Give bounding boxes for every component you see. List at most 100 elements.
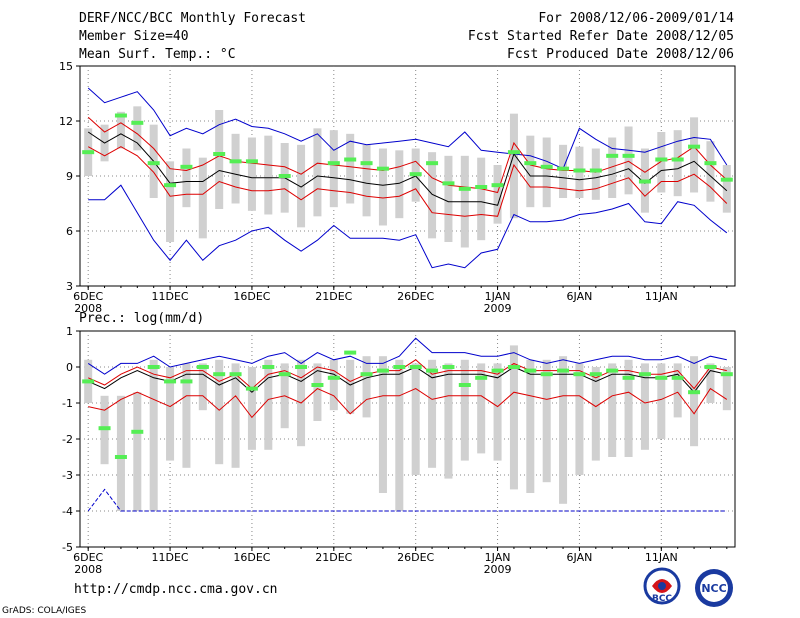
panel1-spread-box: [182, 148, 191, 208]
panel2-spread-box: [346, 359, 355, 414]
panel1-spread-box: [542, 137, 551, 208]
panel1-obs-marker: [589, 168, 602, 173]
panel2-series-top: [87, 337, 727, 375]
panel1-spread-box: [133, 106, 142, 151]
panel2-x-tick-label: 6DEC: [73, 551, 103, 564]
member-size-label: Member Size=40: [79, 29, 189, 44]
panel2-x-tick-label: 1JAN: [485, 551, 511, 564]
panel1-spread-box: [444, 155, 453, 242]
panel1-obs-marker: [180, 164, 193, 169]
panel1-obs-marker: [229, 159, 242, 164]
panel2-obs-marker: [589, 372, 602, 377]
panel2-obs-marker: [245, 386, 258, 391]
panel2-y-tick-label: -1: [62, 397, 73, 410]
panel2-obs-marker: [180, 379, 193, 384]
panel1-obs-marker: [82, 150, 95, 155]
panel2-spread-box: [591, 367, 600, 461]
panel2-obs-marker: [164, 379, 177, 384]
panel2-spread-box: [215, 359, 224, 465]
panel1-obs-marker: [344, 157, 357, 162]
panel2-x-tick-label: 11DEC: [152, 551, 189, 564]
panel2-spread-box: [428, 359, 437, 468]
panel2-obs-marker: [524, 368, 537, 373]
panel1-obs-marker: [638, 179, 651, 184]
panel1-spread-box: [722, 165, 731, 213]
panel1-spread-box: [477, 157, 486, 241]
panel1-spread-box: [329, 130, 338, 208]
grads-credit: GrADS: COLA/IGES: [2, 606, 87, 616]
panel2-y-tick-label: -5: [62, 541, 73, 554]
panel2-spread-box: [722, 367, 731, 411]
panel1-obs-marker: [557, 166, 570, 171]
panel2-spread-box: [231, 363, 240, 468]
panel2-x-tick-label: 6JAN: [567, 551, 593, 564]
panel2-y-tick-label: 1: [66, 325, 73, 338]
panel1-spread-box: [559, 144, 568, 198]
panel1-obs-marker: [573, 168, 586, 173]
panel1-obs-marker: [622, 153, 635, 158]
panel2-spread-box: [395, 359, 404, 511]
panel1-spread-box: [215, 110, 224, 209]
panel2-spread-box: [378, 356, 387, 493]
panel2-obs-marker: [229, 372, 242, 377]
panel2-x-tick-label: 16DEC: [233, 551, 270, 564]
panel1-obs-marker: [376, 166, 389, 171]
panel1-obs-marker: [671, 157, 684, 162]
panel1-spread-box: [166, 161, 175, 242]
panel1-spread-box: [346, 133, 355, 204]
panel2-obs-marker: [147, 365, 160, 369]
panel1-obs-marker: [507, 150, 520, 155]
panel2-obs-marker: [196, 365, 209, 369]
panel1-spread-box: [116, 111, 125, 149]
panel1-obs-marker: [540, 164, 553, 169]
panel1-obs-marker: [114, 113, 127, 118]
panel1-x-tick-label: 11DEC: [152, 290, 189, 303]
panel2-spread-box: [690, 356, 699, 447]
panel1-obs-marker: [458, 186, 471, 191]
panel1-series-lower: [87, 146, 728, 217]
panel1-obs-marker: [491, 183, 504, 188]
panel2-obs-marker: [409, 365, 422, 369]
panel2-series-mean: [87, 366, 727, 393]
panel2-spread-box: [362, 356, 371, 418]
panel2-spread-box: [640, 363, 649, 450]
panel1-obs-marker: [164, 183, 177, 188]
panel1-series-max: [87, 87, 728, 170]
panel1-obs-marker: [475, 185, 488, 189]
panel2-spread-box: [460, 359, 469, 461]
panel2-obs-marker: [671, 375, 684, 380]
panel2-obs-marker: [376, 368, 389, 373]
panel1-series-min: [88, 184, 728, 269]
panel1-x-tick-label: 1JAN: [485, 290, 511, 303]
panel2-spread-box: [657, 363, 666, 439]
panel2-obs-marker: [327, 375, 340, 380]
panel2-spread-box: [706, 363, 715, 403]
panel1-obs-marker: [704, 161, 717, 166]
panel1-y-tick-label: 6: [66, 225, 73, 238]
panel1-spread-box: [706, 141, 715, 202]
panel1-y-tick-label: 15: [59, 60, 73, 73]
panel2-spread-box: [509, 345, 518, 490]
panel1-x-tick-label: 11JAN: [645, 290, 678, 303]
panel1-y-tick-label: 9: [66, 170, 73, 183]
panel1-obs-marker: [442, 181, 455, 186]
panel2-obs-marker: [262, 365, 275, 369]
panel2-spread-box: [493, 363, 502, 461]
panel2-obs-marker: [442, 365, 455, 369]
panel1-series-mean: [87, 131, 728, 206]
panel1-spread-box: [673, 130, 682, 197]
panel2-y-tick-label: 0: [66, 361, 73, 374]
panel1-spread-box: [624, 126, 633, 195]
panel2-spread-box: [313, 363, 322, 421]
panel1-obs-marker: [655, 157, 668, 162]
panel1-x-tick-label: 26DEC: [397, 290, 434, 303]
panel1-spread-box: [297, 144, 306, 228]
panel2-obs-marker: [295, 365, 308, 369]
panel2-obs-marker: [131, 429, 144, 434]
started-date-label: Fcst Started Refer Date 2008/12/05: [467, 29, 734, 44]
variable-label-precip: Prec.: log(mm/d): [79, 311, 205, 326]
source-url[interactable]: http://cmdp.ncc.cma.gov.cn: [74, 582, 278, 597]
panel2-spread-box: [575, 363, 584, 475]
panel2-spread-box: [133, 392, 142, 511]
panel1-x-tick-label: 16DEC: [233, 290, 270, 303]
